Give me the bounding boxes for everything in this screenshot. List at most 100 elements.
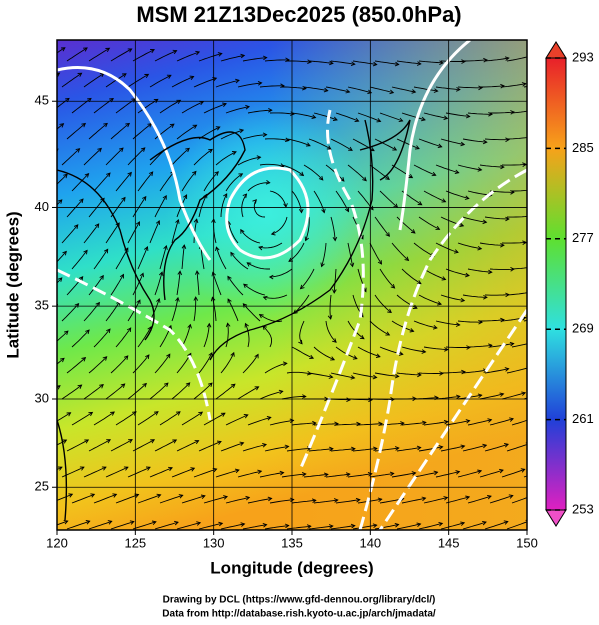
streamline — [66, 357, 86, 374]
streamline — [286, 525, 311, 530]
streamline — [154, 195, 167, 218]
streamline — [242, 134, 267, 140]
streamline-arrow — [206, 322, 212, 328]
streamline — [171, 76, 194, 88]
streamline — [61, 384, 82, 400]
streamline-arrow — [121, 73, 127, 78]
streamline-arrow — [504, 443, 509, 448]
streamline-arrow — [242, 193, 248, 199]
streamline-arrow — [411, 89, 417, 94]
streamline — [71, 173, 89, 192]
streamline — [435, 320, 460, 326]
streamline-arrow — [527, 215, 531, 219]
contour-line — [298, 109, 365, 471]
streamline-arrow — [509, 417, 514, 422]
streamline-arrow — [106, 439, 112, 444]
streamline-arrow — [168, 466, 173, 472]
streamline — [357, 346, 381, 358]
y-tick-label: 30 — [35, 390, 49, 405]
streamline — [154, 50, 177, 62]
streamline — [137, 411, 159, 426]
streamline — [511, 343, 527, 348]
streamline-arrow — [311, 498, 317, 503]
streamline — [264, 59, 289, 62]
streamline-arrow — [265, 180, 271, 185]
streamline — [57, 173, 68, 185]
streamline-arrow — [329, 446, 334, 452]
streamline-arrow — [266, 416, 272, 421]
streamline — [379, 422, 404, 426]
streamline-arrow — [350, 523, 356, 529]
streamline — [391, 164, 413, 178]
streamline — [149, 298, 160, 322]
streamline — [248, 32, 272, 35]
x-tick-label: 145 — [438, 535, 460, 550]
streamline-arrow — [482, 139, 488, 145]
streamline — [423, 112, 448, 119]
streamline — [181, 411, 203, 426]
streamline-arrow — [432, 325, 438, 330]
streamline-arrow — [216, 440, 222, 445]
streamline-arrow — [156, 298, 161, 303]
streamline — [413, 164, 436, 176]
streamline-arrow — [128, 439, 133, 444]
streamline — [374, 216, 390, 237]
streamline-arrow — [97, 147, 102, 153]
streamline — [57, 199, 63, 206]
streamline — [110, 439, 133, 452]
streamline — [215, 246, 227, 270]
streamline — [418, 60, 443, 64]
streamline-arrow — [176, 99, 182, 104]
streamline — [115, 494, 139, 504]
streamline — [159, 245, 167, 270]
streamline-arrow — [163, 245, 168, 250]
streamline-arrow — [73, 224, 79, 229]
streamline — [457, 164, 482, 171]
streamline-arrow — [85, 329, 90, 335]
streamline — [132, 439, 155, 452]
streamline-arrow — [119, 273, 124, 279]
streamline — [352, 60, 377, 66]
streamline — [193, 382, 213, 400]
streamline — [171, 219, 179, 244]
streamline-arrow — [372, 523, 378, 528]
streamline-arrow — [346, 397, 351, 403]
streamline-arrow — [421, 420, 427, 426]
streamline — [132, 49, 155, 62]
streamline-arrow — [312, 420, 317, 426]
streamline — [484, 443, 509, 452]
streamline — [57, 251, 67, 263]
streamline-arrow — [532, 265, 536, 269]
streamline — [287, 60, 312, 63]
streamline-arrow — [284, 523, 290, 529]
streamline — [286, 371, 311, 375]
streamline — [247, 416, 271, 426]
streamline — [220, 193, 228, 218]
streamline-arrow — [389, 471, 395, 477]
streamline-arrow — [334, 34, 338, 38]
streamline — [110, 48, 132, 62]
streamline — [149, 467, 173, 478]
streamline — [462, 216, 487, 223]
streamline — [418, 138, 442, 148]
streamline — [93, 411, 115, 426]
streamline-arrow — [62, 250, 67, 256]
streamline — [490, 30, 514, 35]
streamline — [352, 524, 377, 530]
streamline — [423, 346, 448, 351]
streamline-arrow — [441, 276, 447, 281]
streamline — [83, 384, 104, 400]
streamline — [269, 419, 294, 426]
streamline — [263, 294, 288, 299]
streamline — [198, 126, 220, 140]
streamline — [379, 190, 398, 208]
streamline-arrow — [302, 394, 307, 399]
streamline — [66, 123, 86, 140]
streamline-arrow — [416, 522, 422, 527]
streamline-arrow — [60, 357, 65, 363]
streamline — [127, 221, 140, 244]
streamline — [335, 423, 361, 426]
streamline-arrow — [299, 284, 305, 290]
streamline — [391, 320, 414, 332]
streamline-arrow — [245, 495, 251, 501]
